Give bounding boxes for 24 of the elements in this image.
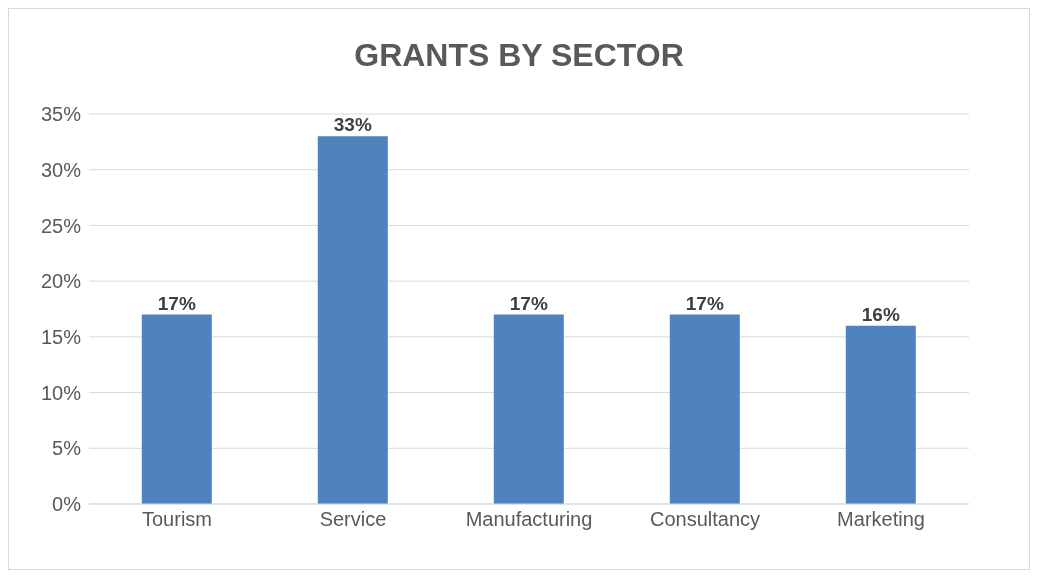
x-tick-label: Tourism: [141, 508, 213, 531]
data-label: 17%: [685, 292, 724, 314]
y-tick-label: 30%: [40, 158, 82, 181]
y-tick-label: 25%: [40, 214, 82, 237]
x-tick-label: Manufacturing: [465, 508, 593, 531]
x-tick-label: Marketing: [837, 508, 925, 531]
y-tick-label: 35%: [40, 103, 82, 126]
data-label: 17%: [509, 292, 548, 314]
y-tick-label: 0%: [52, 493, 82, 516]
bar: [317, 136, 388, 504]
y-tick-label: 15%: [40, 325, 82, 348]
chart-title: GRANTS BY SECTOR: [353, 37, 685, 74]
x-tick-label: Consultancy: [649, 508, 761, 531]
bar: [141, 314, 212, 504]
data-label: 16%: [861, 303, 900, 325]
bar: [493, 314, 564, 504]
y-tick-label: 10%: [40, 381, 82, 404]
y-tick-label: 5%: [52, 437, 82, 460]
bar: [669, 314, 740, 504]
y-tick-label: 20%: [40, 270, 82, 293]
x-tick-label: Service: [319, 508, 387, 531]
bar: [845, 325, 916, 504]
data-label: 33%: [333, 114, 372, 136]
data-label: 17%: [157, 292, 196, 314]
